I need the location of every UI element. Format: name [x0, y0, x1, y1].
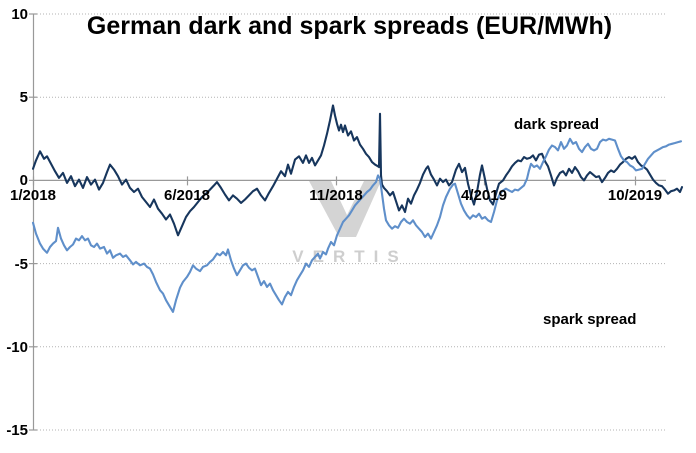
x-tick-label: 11/2018 [309, 187, 363, 204]
chart-title: German dark and spark spreads (EUR/MWh) [86, 12, 613, 40]
x-tick-label: 10/2019 [607, 187, 663, 204]
y-tick-label: -15 [6, 422, 28, 439]
x-tick-label: 4/2019 [461, 187, 507, 204]
y-tick-label: 5 [19, 89, 28, 107]
y-tick-label: -5 [14, 255, 28, 273]
x-tick-label: 1/2018 [10, 187, 56, 204]
spark-spread-label: spark spread [543, 311, 637, 328]
dark-spread-line [31, 104, 684, 237]
y-tick-label: 0 [19, 172, 28, 190]
dark-spread-label: dark spread [514, 116, 600, 133]
x-tick-label: 6/2018 [164, 187, 210, 204]
spark-spread-line [31, 137, 683, 313]
y-tick-label: 10 [11, 6, 28, 23]
watermark-text: VERTIS [292, 247, 407, 266]
y-tick-label: -10 [6, 338, 28, 356]
